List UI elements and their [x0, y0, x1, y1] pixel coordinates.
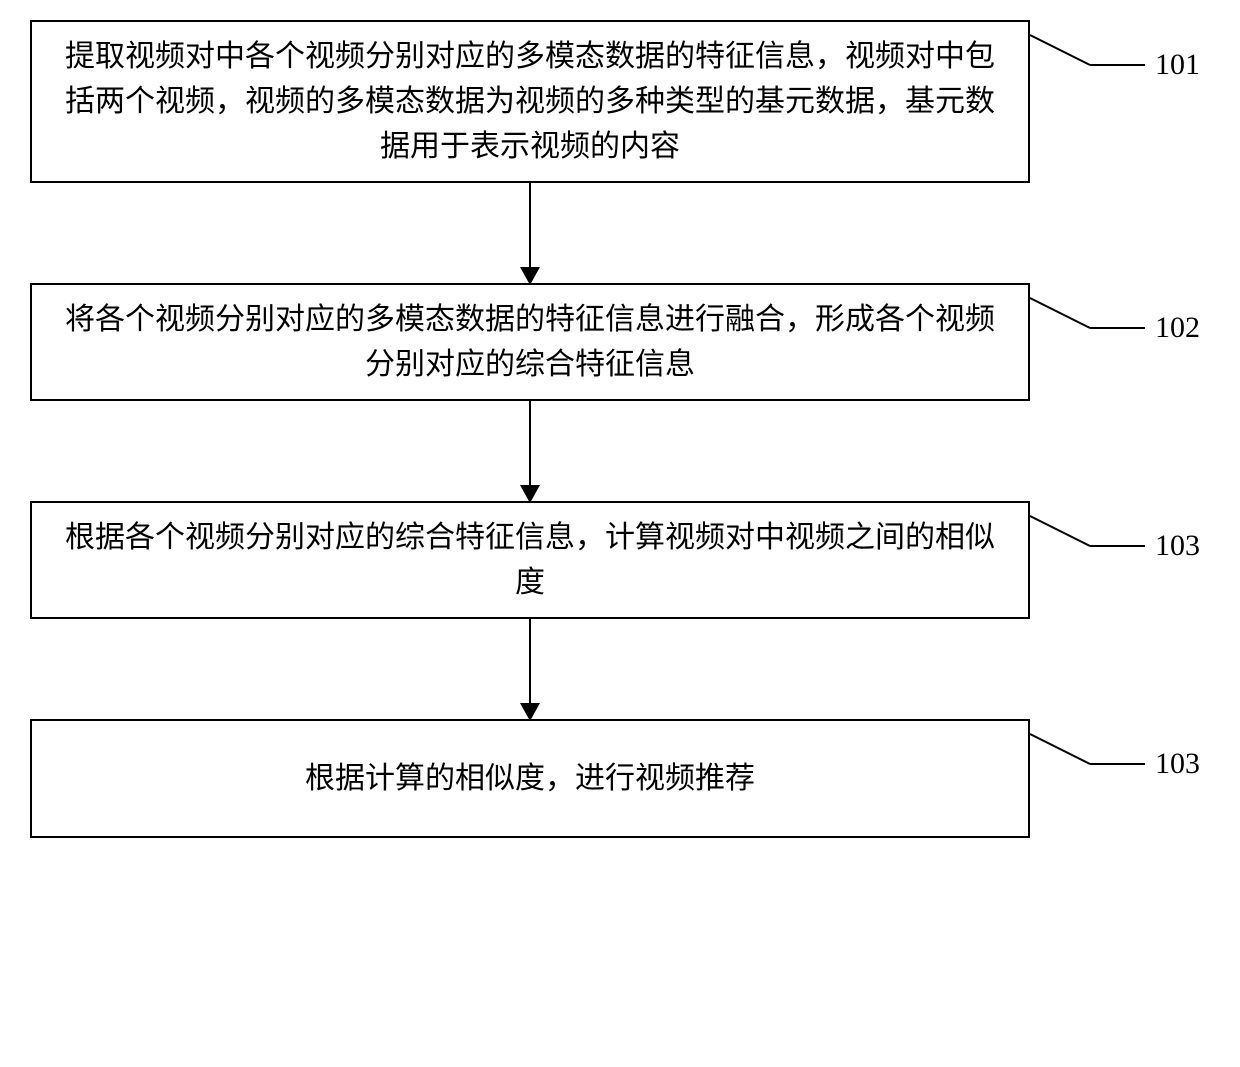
label-101: 101 — [1155, 48, 1200, 82]
arrow-3-4-container — [30, 619, 1030, 719]
step2-text: 将各个视频分别对应的多模态数据的特征信息进行融合，形成各个视频分别对应的综合特征… — [65, 303, 995, 381]
step3-text: 根据各个视频分别对应的综合特征信息，计算视频对中视频之间的相似度 — [65, 521, 995, 599]
label-103a: 103 — [1155, 529, 1200, 563]
flowchart-step-1: 提取视频对中各个视频分别对应的多模态数据的特征信息，视频对中包括两个视频，视频的… — [30, 20, 1030, 183]
flowchart-step-4: 根据计算的相似度，进行视频推荐 — [30, 719, 1030, 838]
arrow-2-3 — [529, 401, 531, 501]
label-103b: 103 — [1155, 747, 1200, 781]
arrow-3-4 — [529, 619, 531, 719]
step4-text: 根据计算的相似度，进行视频推荐 — [305, 762, 755, 795]
flowchart-step-2: 将各个视频分别对应的多模态数据的特征信息进行融合，形成各个视频分别对应的综合特征… — [30, 283, 1030, 401]
step1-text: 提取视频对中各个视频分别对应的多模态数据的特征信息，视频对中包括两个视频，视频的… — [65, 40, 995, 163]
flowchart-step-3: 根据各个视频分别对应的综合特征信息，计算视频对中视频之间的相似度 — [30, 501, 1030, 619]
arrow-2-3-container — [30, 401, 1030, 501]
arrow-1-2-container — [30, 183, 1030, 283]
label-102: 102 — [1155, 311, 1200, 345]
arrow-1-2 — [529, 183, 531, 283]
flowchart-container: 提取视频对中各个视频分别对应的多模态数据的特征信息，视频对中包括两个视频，视频的… — [30, 20, 1210, 838]
